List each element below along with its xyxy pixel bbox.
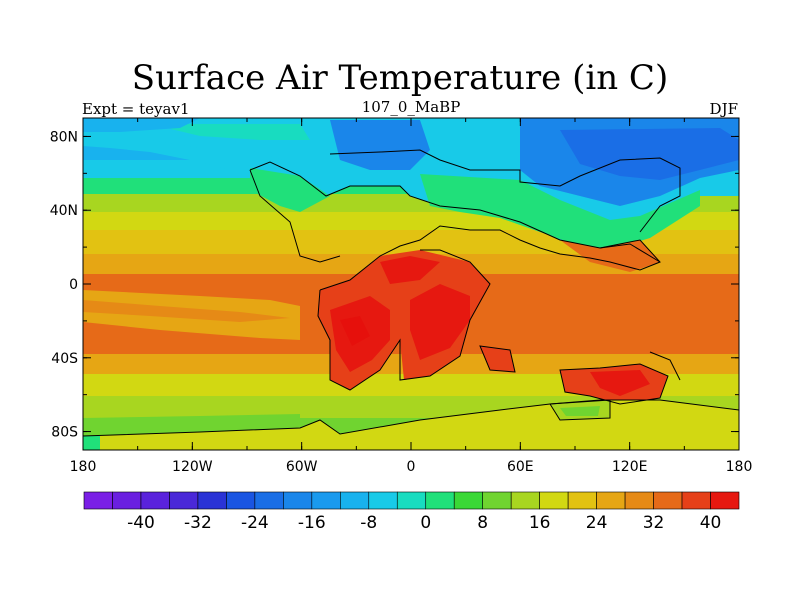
colorbar-swatch (169, 491, 199, 510)
lon-tick-label: 120E (612, 459, 648, 475)
colorbar-swatch (453, 491, 483, 510)
colorbar-swatch (311, 491, 341, 510)
lon-tick-label: 0 (407, 459, 416, 475)
colorbar-swatch (83, 491, 113, 510)
colorbar-label: 8 (477, 513, 488, 533)
colorbar-swatch (567, 491, 597, 510)
season-label: DJF (709, 100, 738, 118)
lat-tick-label: 0 (69, 277, 78, 293)
colorbar (83, 491, 740, 510)
colorbar-swatch (510, 491, 540, 510)
colorbar-swatch (653, 491, 683, 510)
colorbar-label: 40 (700, 513, 722, 533)
colorbar-swatch (710, 491, 740, 510)
lat-tick-label: 80N (50, 129, 78, 145)
case-label: 107_0_MaBP (361, 98, 461, 116)
colorbar-label: -24 (241, 513, 269, 533)
lat-tick-label: 40S (51, 351, 78, 367)
map-title: Surface Air Temperature (in C) (131, 58, 669, 98)
colorbar-swatch (624, 491, 654, 510)
colorbar-label: -8 (360, 513, 377, 533)
lat-tick-label: 80S (51, 425, 78, 441)
lon-tick-label: 180 (70, 459, 97, 475)
lon-tick-label: 60W (286, 459, 318, 475)
colorbar-label: 24 (586, 513, 608, 533)
colorbar-swatch (340, 491, 370, 510)
colorbar-label: -32 (184, 513, 212, 533)
colorbar-swatch (482, 491, 512, 510)
colorbar-label: -40 (127, 513, 155, 533)
colorbar-swatch (254, 491, 284, 510)
colorbar-labels: -40 -32 -24 -16 -8 0 8 16 24 32 40 (127, 513, 721, 533)
colorbar-swatch (197, 491, 227, 510)
coastlines (83, 149, 739, 437)
colorbar-label: 32 (643, 513, 665, 533)
colorbar-swatch (425, 491, 455, 510)
colorbar-label: -16 (298, 513, 326, 533)
experiment-label: Expt = teyav1 (82, 100, 190, 118)
lon-tick-label: 180 (726, 459, 753, 475)
temperature-field (83, 118, 739, 450)
lon-tick-label: 120W (172, 459, 213, 475)
colorbar-swatch (112, 491, 142, 510)
colorbar-swatch (681, 491, 711, 510)
lat-tick-label: 40N (50, 203, 78, 219)
colorbar-swatch (283, 491, 313, 510)
longitude-axis: 180 120W 60W 0 60E 120E 180 (70, 118, 753, 475)
latitude-axis: 80N 40N 0 40S 80S (50, 129, 739, 441)
colorbar-swatch (539, 491, 569, 510)
colorbar-swatch (368, 491, 398, 510)
colorbar-swatch (140, 491, 170, 510)
colorbar-swatch (396, 491, 427, 510)
colorbar-swatch (226, 491, 256, 510)
colorbar-label: 0 (420, 513, 431, 533)
lon-tick-label: 60E (507, 459, 534, 475)
colorbar-label: 16 (529, 513, 551, 533)
colorbar-swatch (596, 491, 626, 510)
